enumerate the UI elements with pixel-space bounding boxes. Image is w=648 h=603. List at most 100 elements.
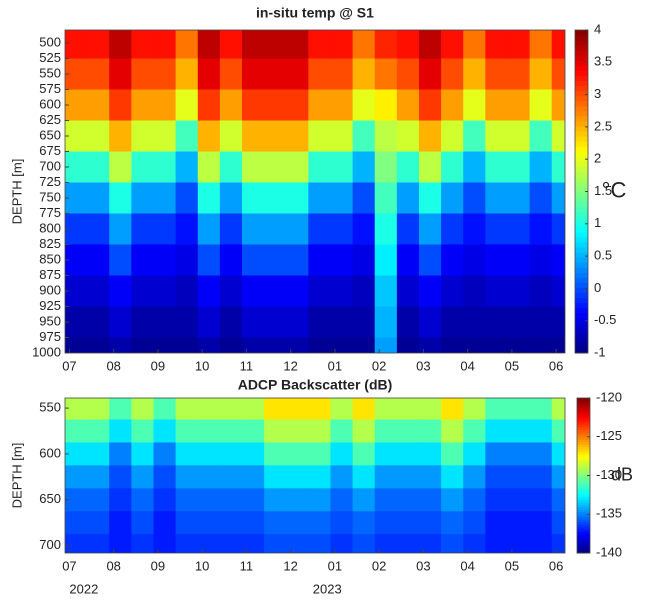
heat-cell: [308, 337, 332, 353]
heat-cell: [551, 275, 565, 308]
y-tick-label: 550: [39, 400, 61, 415]
heat-cell: [109, 275, 132, 308]
colorbar-segment: [577, 494, 590, 498]
colorbar-segment: [577, 514, 590, 518]
heat-cell: [529, 511, 553, 535]
heat-cell: [153, 337, 177, 353]
colorbar-segment: [577, 448, 590, 452]
heat-cell: [286, 511, 309, 535]
heat-cell: [219, 511, 243, 535]
heat-cell: [131, 30, 155, 60]
heat-cell: [109, 213, 132, 246]
heat-cell: [175, 337, 199, 353]
heat-cell: [286, 213, 309, 246]
year-label: 2022: [69, 581, 98, 596]
colorbar-segment: [577, 460, 590, 464]
heat-cell: [396, 213, 420, 246]
heat-cell: [418, 275, 442, 308]
heat-cell: [507, 275, 531, 308]
heat-cell: [131, 275, 155, 308]
heat-cell: [330, 419, 354, 444]
heat-cell: [286, 275, 309, 308]
colorbar-segment: [577, 402, 590, 406]
heat-cell: [330, 182, 354, 215]
heat-cell: [396, 534, 420, 553]
heat-cell: [352, 306, 376, 339]
colorbar-segment: [577, 497, 590, 501]
heat-cell: [529, 306, 553, 339]
y-tick-label: 700: [39, 158, 61, 173]
heat-cell: [175, 398, 199, 421]
colorbar-segment: [575, 156, 588, 162]
heat-cell: [175, 306, 199, 339]
heat-cell: [507, 442, 531, 467]
y-tick-label: 675: [39, 143, 61, 158]
heat-cell: [286, 244, 309, 277]
colorbar-segment: [577, 526, 590, 530]
heat-cell: [131, 58, 155, 91]
colorbar-segment: [577, 424, 590, 428]
colorbar-tick-label: -120: [596, 389, 622, 404]
colorbar-segment: [575, 35, 588, 41]
heat-cell: [87, 419, 110, 444]
colorbar-segment: [577, 414, 590, 418]
heat-cell: [396, 306, 420, 339]
colorbar-segment: [577, 422, 590, 426]
heat-cell: [308, 182, 332, 215]
heat-cell: [374, 213, 398, 246]
heat-cell: [418, 488, 442, 512]
heat-cell: [241, 275, 265, 308]
x-tick-label: 02: [372, 358, 386, 373]
y-tick-label: 575: [39, 81, 61, 96]
heat-cell: [529, 120, 553, 153]
heat-cell: [352, 419, 376, 444]
heat-cell: [374, 244, 398, 277]
heat-cell: [330, 398, 354, 421]
x-tick-label: 05: [505, 358, 519, 373]
colorbar-segment: [575, 105, 588, 112]
heat-cell: [109, 244, 132, 277]
heat-cell: [109, 89, 132, 122]
heat-cell: [441, 511, 464, 535]
heat-cell: [485, 182, 509, 215]
heat-cell: [441, 182, 464, 215]
colorbar-segment: [575, 100, 588, 107]
heat-cell: [529, 30, 553, 60]
heat-cell: [374, 151, 398, 184]
colorbar-segment: [575, 161, 588, 167]
heat-cell: [131, 419, 155, 444]
colorbar-segment: [575, 272, 588, 278]
colorbar-segment: [575, 216, 588, 223]
heat-cell: [65, 58, 88, 91]
heat-cell: [441, 213, 464, 246]
heat-cell: [175, 244, 199, 277]
heat-cell: [485, 213, 509, 246]
colorbar-tick-label: 4: [594, 21, 601, 36]
heat-cell: [330, 275, 354, 308]
heat-cell: [330, 465, 354, 489]
colorbar-segment: [577, 509, 590, 513]
y-tick-label: 875: [39, 267, 61, 282]
heat-cell: [485, 337, 509, 353]
heat-cell: [87, 398, 110, 421]
colorbar-segment: [577, 417, 590, 421]
heat-cell: [352, 511, 376, 535]
heat-cell: [286, 151, 309, 184]
heat-cell: [441, 398, 464, 421]
heat-cell: [551, 30, 565, 60]
heat-cell: [308, 534, 332, 553]
colorbar-segment: [575, 181, 588, 187]
heat-cell: [65, 465, 88, 489]
heat-cell: [330, 442, 354, 467]
heat-cell: [308, 244, 332, 277]
heat-cell: [418, 30, 442, 60]
heat-cell: [418, 442, 442, 467]
heat-cell: [507, 488, 531, 512]
heat-cell: [507, 182, 531, 215]
x-tick-label: 04: [460, 558, 474, 573]
colorbar-segment: [575, 221, 588, 228]
heat-cell: [396, 275, 420, 308]
heat-cell: [463, 30, 486, 60]
heat-cell: [507, 398, 531, 421]
colorbar-tick-label: -125: [596, 428, 622, 443]
